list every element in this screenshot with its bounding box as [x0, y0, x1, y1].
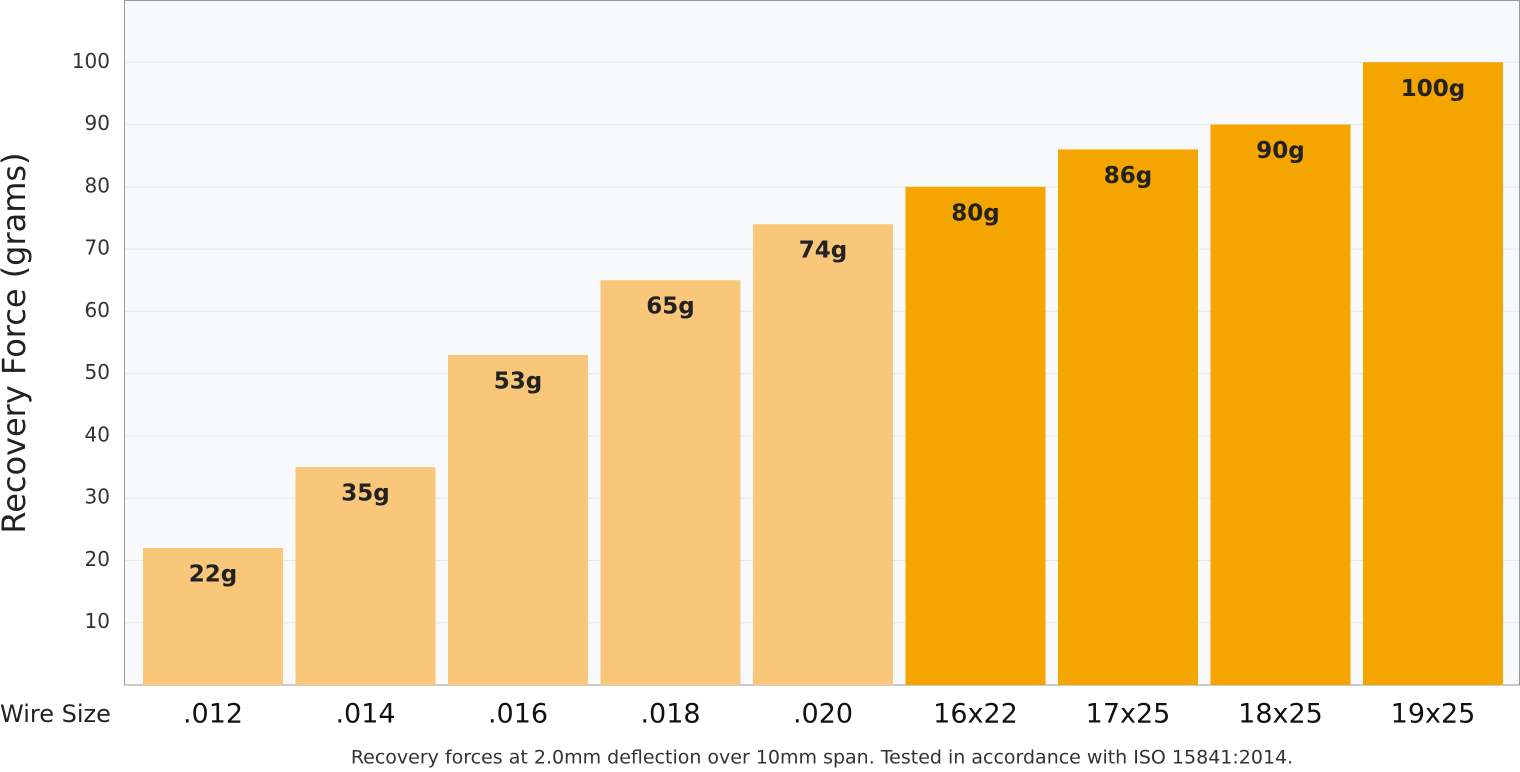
- x-tick-label: 17x25: [1086, 699, 1171, 730]
- x-tick-label: .020: [793, 699, 853, 730]
- bar: [448, 354, 588, 685]
- bar: [1363, 62, 1503, 686]
- value-label: 22g: [189, 562, 237, 588]
- value-label: 53g: [494, 368, 542, 394]
- value-label: 65g: [646, 294, 694, 320]
- y-tick-label: 10: [85, 609, 110, 633]
- footnote: Recovery forces at 2.0mm deflection over…: [351, 747, 1293, 769]
- bar: [753, 224, 893, 685]
- x-tick-label: .018: [640, 699, 700, 730]
- value-label: 100g: [1401, 76, 1465, 102]
- bars: 22g 35g 53g 65g 74g 80g 86g 90g 100g: [143, 62, 1503, 686]
- bar: [143, 548, 283, 685]
- bar: [600, 280, 741, 685]
- y-tick-label: 80: [85, 173, 110, 197]
- value-label: 74g: [799, 238, 847, 264]
- value-label: 80g: [951, 200, 999, 226]
- bar: [295, 467, 436, 685]
- x-tick-label: 16x22: [933, 699, 1018, 730]
- bar: [905, 186, 1046, 685]
- x-tick-label: .012: [183, 699, 243, 730]
- x-axis-label: Wire Size: [0, 700, 111, 728]
- y-tick-label: 70: [85, 236, 110, 260]
- y-tick-label: 60: [85, 298, 110, 322]
- y-tick-label: 40: [85, 422, 110, 446]
- value-label: 90g: [1256, 138, 1304, 164]
- y-tick-label: 20: [85, 547, 110, 571]
- bar: [1058, 149, 1198, 686]
- x-tick-label: 18x25: [1238, 699, 1323, 730]
- y-axis-label: Recovery Force (grams): [0, 152, 33, 533]
- y-tick-label: 100: [72, 49, 110, 73]
- bar: [1210, 124, 1351, 685]
- value-label: 86g: [1104, 163, 1152, 189]
- value-label: 35g: [341, 481, 389, 507]
- y-tick-label: 50: [85, 360, 110, 384]
- x-tick-label: .014: [335, 699, 395, 730]
- y-tick-label: 30: [85, 485, 110, 509]
- x-tick-label: 19x25: [1391, 699, 1476, 730]
- y-tick-label: 90: [85, 111, 110, 135]
- x-tick-label: .016: [488, 699, 548, 730]
